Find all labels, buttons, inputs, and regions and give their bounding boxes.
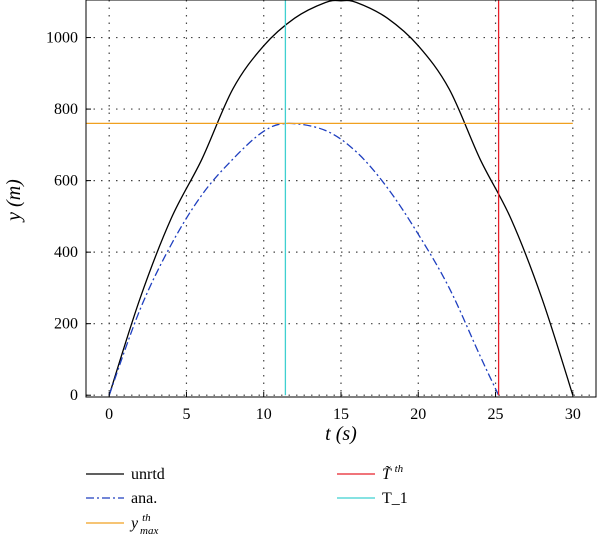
plot-frame [85, 0, 597, 398]
y-tick-label: 200 [54, 316, 78, 333]
x-tick-label: 30 [565, 406, 581, 423]
x-tick-label: 0 [105, 406, 113, 423]
legend-label-T: T̃ th [382, 463, 404, 483]
y-tick-label: 400 [54, 244, 78, 261]
legend-label-ana: ana. [131, 490, 157, 507]
y-axis-label: y (m) [3, 179, 25, 223]
x-tick-label: 15 [333, 406, 349, 423]
ticks: 0 5 10 15 20 25 30 0 200 400 600 800 1000 [46, 30, 581, 423]
x-tick-label: 20 [410, 406, 426, 423]
x-axis-label: t (s) [325, 423, 357, 445]
y-tick-label: 0 [70, 387, 78, 404]
grid [86, 0, 596, 397]
series-unrtd-line [108, 0, 574, 396]
legend-label-unrtd: unrtd [131, 466, 165, 483]
y-axis-label-unit: (m) [3, 179, 25, 207]
x-tick-label: 25 [488, 406, 504, 423]
x-tick-label: 10 [256, 406, 272, 423]
legend-T-main: T̃ [382, 465, 392, 483]
series-ana-line [108, 122, 500, 396]
y-tick-label: 600 [54, 173, 78, 190]
legend-label-T1: T_1 [382, 490, 408, 507]
series-layer [86, 0, 574, 396]
y-axis-label-main: y [3, 212, 25, 223]
x-tick-label: 5 [182, 406, 190, 423]
x-axis-label-unit: (s) [336, 423, 357, 445]
legend-ymax-sup: th [142, 512, 151, 524]
legend-label-ymax: y th max [129, 508, 158, 537]
y-tick-label: 1000 [46, 30, 78, 47]
y-tick-label: 800 [54, 101, 78, 118]
legend: unrtd ana. y th max T̃ th T_1 [86, 463, 408, 537]
legend-ymax-main: y [129, 515, 139, 532]
legend-T-sup: th [395, 463, 404, 475]
legend-ymax-sub: max [140, 525, 158, 537]
x-axis-label-main: t [325, 423, 331, 445]
